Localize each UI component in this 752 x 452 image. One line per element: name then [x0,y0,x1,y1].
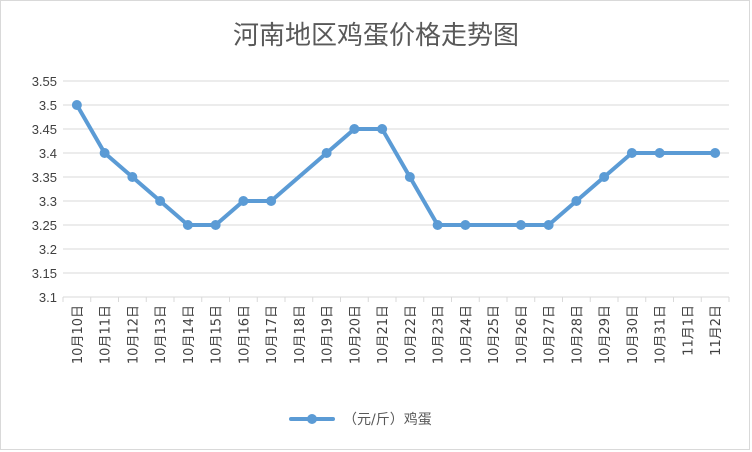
y-tick-label: 3.25 [32,218,57,233]
x-tick-label: 10月17日 [265,305,280,364]
x-tick-label: 10月23日 [432,305,447,364]
x-tick-label: 10月16日 [237,305,252,364]
y-tick-label: 3.1 [39,290,57,305]
legend-label: （元/斤）鸡蛋 [343,411,432,428]
y-tick-label: 3.45 [32,122,57,137]
x-tick-label: 11月2日 [709,305,724,356]
x-tick-label: 10月12日 [126,305,141,364]
data-point [71,100,82,110]
x-tick-label: 10月19日 [321,305,336,364]
x-tick-label: 10月27日 [543,305,558,364]
data-point [99,148,110,158]
x-tick-label: 10月14日 [182,305,197,364]
x-tick-label: 10月11日 [99,305,114,364]
data-point [210,220,221,230]
x-tick-label: 10月29日 [598,305,613,364]
x-tick-label: 10月15日 [210,305,225,364]
data-point [626,148,637,158]
data-point [571,196,582,206]
data-point [321,148,332,158]
y-tick-label: 3.2 [39,242,57,257]
x-tick-label: 10月20日 [348,305,363,364]
x-tick-label: 10月21日 [376,305,391,364]
y-tick-label: 3.5 [39,98,57,113]
y-tick-label: 3.3 [39,194,57,209]
data-point [460,220,471,230]
x-tick-label: 10月26日 [515,305,530,364]
y-tick-label: 3.4 [39,146,57,161]
x-tick-label: 10月13日 [154,305,169,364]
x-tick-label: 10月31日 [654,305,669,364]
y-tick-label: 3.55 [32,74,57,89]
data-point [377,124,388,134]
x-tick-label: 10月22日 [404,305,419,364]
data-point [543,220,554,230]
chart-title: 河南地区鸡蛋价格走势图 [232,21,519,51]
y-tick-label: 3.35 [32,170,57,185]
data-point [404,172,415,182]
data-point [182,220,193,230]
data-point [432,220,443,230]
data-point [349,124,360,134]
series-line [74,103,718,227]
x-tick-label: 10月25日 [487,305,502,364]
data-point [654,148,665,158]
x-tick-label: 10月24日 [459,305,474,364]
legend-marker [307,414,317,424]
x-tick-label: 10月10日 [71,305,86,364]
data-point [155,196,166,206]
x-tick-label: 10月18日 [293,305,308,364]
x-tick-label: 10月30日 [626,305,641,364]
data-point [710,148,721,158]
x-tick-label: 11月1日 [681,305,696,356]
x-tick-label: 10月28日 [570,305,585,364]
data-point [599,172,610,182]
data-point [238,196,249,206]
y-tick-label: 3.15 [32,266,57,281]
data-point [515,220,526,230]
data-point [266,196,277,206]
data-point [127,172,138,182]
